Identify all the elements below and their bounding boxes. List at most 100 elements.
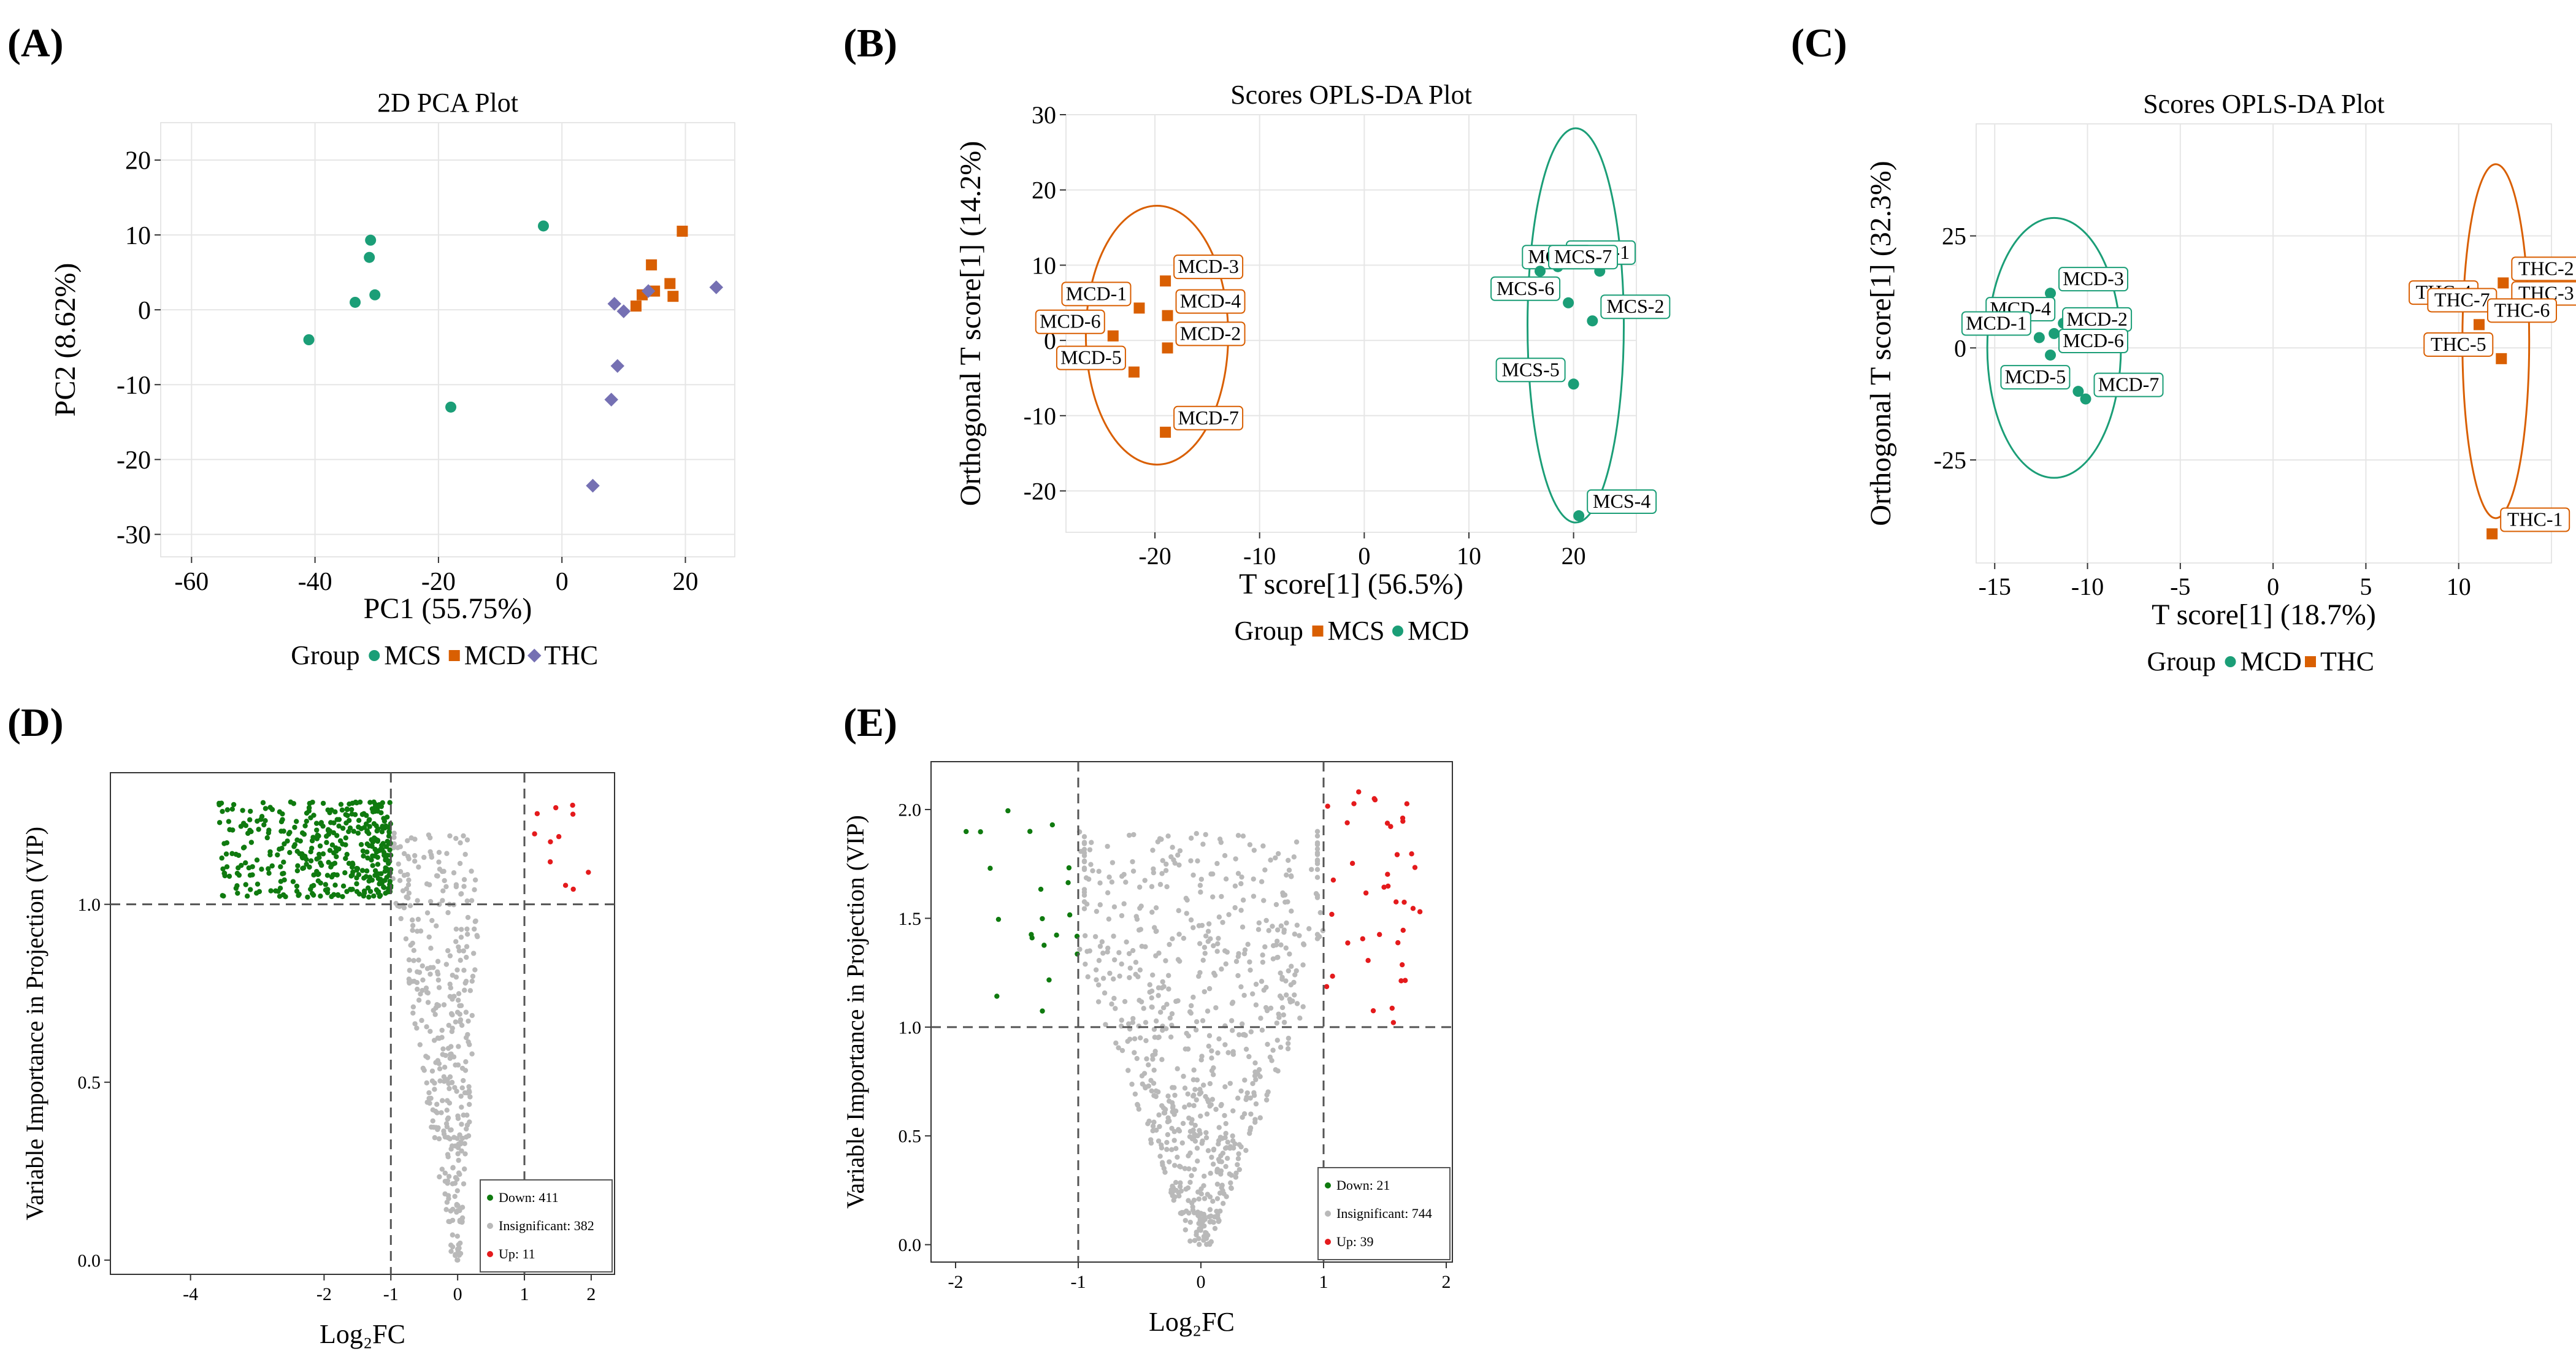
data-point <box>467 1042 472 1047</box>
legend-marker-mcd <box>2225 656 2236 667</box>
data-point <box>456 944 461 950</box>
data-point <box>278 864 283 870</box>
data-point <box>1122 998 1128 1005</box>
data-point <box>408 943 413 948</box>
data-point <box>1171 1085 1177 1090</box>
data-point <box>1256 920 1262 926</box>
data-point <box>1399 962 1405 968</box>
data-point <box>1245 941 1251 947</box>
data-point <box>383 890 388 896</box>
data-point <box>1252 1073 1258 1079</box>
data-point <box>360 848 366 854</box>
data-point <box>1150 1056 1156 1062</box>
data-point <box>1247 959 1252 965</box>
data-point <box>318 862 324 868</box>
data-point <box>2486 528 2498 540</box>
data-point <box>1275 851 1281 857</box>
data-point <box>464 837 470 843</box>
data-point <box>324 890 331 895</box>
data-point <box>1163 868 1169 873</box>
data-point <box>1106 875 1112 880</box>
data-point <box>1107 330 1119 342</box>
data-point <box>1241 992 1247 998</box>
data-point <box>1143 1038 1149 1044</box>
data-point <box>1119 873 1125 879</box>
data-point <box>1119 913 1125 919</box>
data-point <box>1223 876 1229 882</box>
data-point <box>219 855 224 861</box>
y-tick-label: 0.0 <box>78 1250 101 1271</box>
data-point <box>278 879 284 884</box>
data-point <box>1286 968 1291 974</box>
data-point <box>450 1181 456 1187</box>
data-point <box>1270 956 1276 962</box>
data-point <box>1206 1214 1212 1220</box>
data-point <box>630 300 642 312</box>
data-point <box>1189 1200 1195 1206</box>
data-point <box>1197 1226 1202 1231</box>
y-tick-label: 0.5 <box>899 1127 922 1147</box>
data-point <box>1217 1158 1222 1165</box>
data-point <box>1210 894 1216 900</box>
x-axis-label: T score[1] (56.5%) <box>1239 568 1463 600</box>
data-point <box>220 808 225 814</box>
data-point <box>1136 927 1142 933</box>
data-point <box>303 334 315 345</box>
data-point <box>447 833 453 839</box>
point-label: MCS-4 <box>1593 490 1650 512</box>
data-point <box>1216 935 1221 941</box>
y-tick-label: -20 <box>1024 478 1056 505</box>
data-point <box>1294 839 1300 845</box>
data-point <box>1166 973 1171 978</box>
y-tick-label: 25 <box>1942 223 1966 250</box>
data-point <box>2045 288 2057 299</box>
data-point <box>1207 1081 1213 1087</box>
data-point <box>1207 1219 1213 1225</box>
point-label: THC-6 <box>2494 299 2550 321</box>
data-point <box>336 817 342 822</box>
point-label-box <box>2000 365 2071 390</box>
data-point <box>348 873 354 879</box>
legend-marker <box>487 1223 493 1229</box>
data-point <box>1400 815 1406 821</box>
data-point <box>437 1078 443 1084</box>
data-point <box>461 1077 466 1084</box>
data-point <box>427 835 433 841</box>
data-point <box>336 823 342 829</box>
data-point <box>347 817 352 824</box>
data-point <box>1081 853 1087 859</box>
data-point <box>1119 1017 1124 1023</box>
data-point <box>454 1188 461 1193</box>
data-point <box>1137 997 1142 1003</box>
data-point <box>314 827 320 833</box>
data-point <box>1038 886 1044 892</box>
x-tick-label: 0 <box>2267 573 2279 600</box>
data-point <box>1159 1103 1165 1109</box>
data-point <box>1194 1077 1200 1083</box>
data-point <box>436 859 442 865</box>
data-point <box>1381 884 1387 890</box>
data-point <box>247 817 253 822</box>
point-label-box <box>2058 267 2129 292</box>
data-point <box>1349 860 1355 867</box>
data-point <box>454 1203 460 1208</box>
data-point <box>1153 1018 1159 1024</box>
opls-da-plot-mcd-thc: -15 -10 -5 0 5 10 -25 0 25 Scores OPLS-DA Plot T s… <box>1865 89 2576 676</box>
data-point <box>1219 966 1224 972</box>
data-point <box>1410 906 1416 911</box>
data-point <box>375 871 381 877</box>
data-point <box>1066 865 1072 871</box>
data-point <box>1233 856 1238 862</box>
data-point <box>1202 951 1208 956</box>
data-point <box>1123 879 1129 885</box>
data-point <box>1184 897 1190 903</box>
data-point <box>1259 879 1265 884</box>
data-point <box>1187 1128 1194 1135</box>
data-point <box>391 830 397 836</box>
data-point <box>1192 1238 1198 1243</box>
data-point <box>472 967 478 973</box>
data-point <box>410 1004 416 1010</box>
legend-label: Up: 39 <box>1336 1234 1374 1249</box>
data-point <box>317 843 323 849</box>
x-tick-label: 0 <box>1197 1272 1206 1292</box>
